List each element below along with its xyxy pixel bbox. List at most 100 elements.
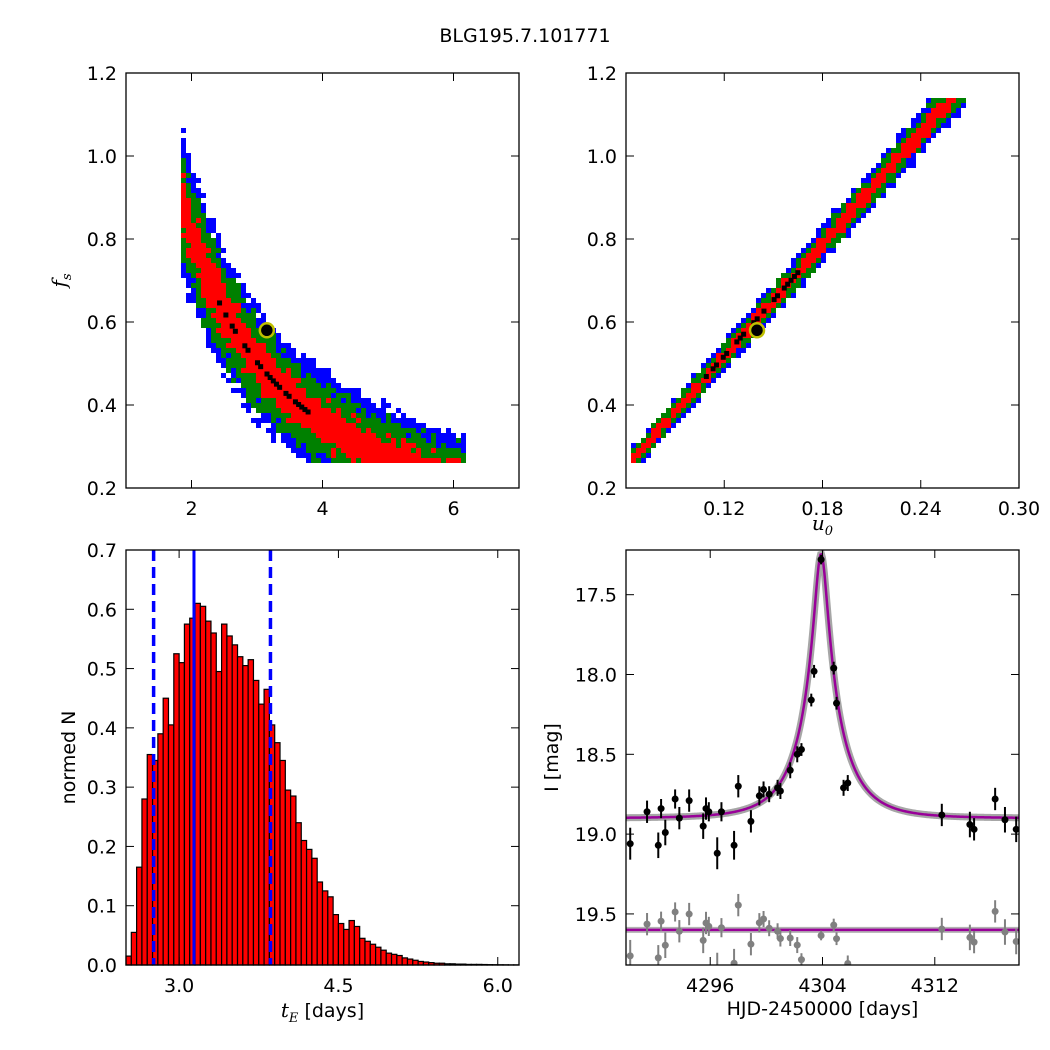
- contour-cell: [636, 448, 641, 453]
- contour-cell: [386, 438, 391, 443]
- contour-cell: [231, 348, 236, 353]
- contour-cell: [206, 323, 211, 328]
- contour-cell: [186, 153, 191, 158]
- contour-cell: [416, 443, 421, 448]
- data-point: [1012, 825, 1019, 833]
- contour-cell: [781, 303, 786, 308]
- contour-cell: [291, 443, 296, 448]
- contour-cell: [281, 343, 286, 348]
- contour-cell: [181, 128, 186, 133]
- contour-cell: [191, 243, 196, 248]
- contour-cell: [866, 173, 871, 178]
- contour-cell: [386, 413, 391, 418]
- contour-cell: [946, 108, 951, 113]
- contour-cell: [421, 423, 426, 428]
- contour-cell: [286, 368, 291, 373]
- contour-cell: [271, 363, 276, 368]
- contour-cell: [866, 193, 871, 198]
- contour-cell: [896, 153, 901, 158]
- histogram-bar: [284, 789, 292, 966]
- contour-cell: [271, 333, 276, 338]
- contour-cell: [636, 453, 641, 458]
- contour-cell: [361, 418, 366, 423]
- contour-cell: [696, 383, 701, 388]
- contour-cell: [196, 303, 201, 308]
- contour-cell: [461, 458, 466, 463]
- contour-cell: [186, 258, 191, 263]
- contour-cell: [231, 313, 236, 318]
- contour-cell: [316, 453, 321, 458]
- histogram-bar: [231, 644, 239, 966]
- contour-cell: [346, 423, 351, 428]
- contour-cell: [236, 288, 241, 293]
- contour-cell: [801, 258, 806, 263]
- contour-cell: [321, 398, 326, 403]
- contour-cell: [251, 348, 256, 353]
- contour-cell: [231, 273, 236, 278]
- contour-cell: [451, 453, 456, 458]
- ridge-cell: [302, 407, 308, 413]
- contour-cell: [396, 418, 401, 423]
- contour-cell: [681, 413, 686, 418]
- contour-cell: [206, 263, 211, 268]
- ridge-cell: [754, 316, 760, 322]
- contour-cell: [421, 438, 426, 443]
- contour-cell: [871, 168, 876, 173]
- contour-cell: [181, 138, 186, 143]
- contour-cell: [371, 448, 376, 453]
- histogram-bar: [167, 724, 175, 966]
- contour-cell: [356, 448, 361, 453]
- contour-cell: [181, 148, 186, 153]
- contour-cell: [796, 278, 801, 283]
- contour-cell: [351, 423, 356, 428]
- contour-cell: [336, 448, 341, 453]
- contour-cell: [186, 223, 191, 228]
- residual-point: [991, 907, 999, 915]
- contour-cell: [871, 183, 876, 188]
- contour-cell: [831, 218, 836, 223]
- residual-point: [654, 954, 662, 962]
- contour-cell: [691, 403, 696, 408]
- contour-cell: [181, 153, 186, 158]
- y-tick-label: 0.6: [87, 599, 117, 621]
- contour-cell: [236, 318, 241, 323]
- residual-point: [705, 922, 713, 930]
- contour-cell: [766, 318, 771, 323]
- contour-cell: [321, 443, 326, 448]
- contour-cell: [356, 443, 361, 448]
- contour-cell: [426, 428, 431, 433]
- contour-cell: [911, 163, 916, 168]
- contour-cell: [271, 413, 276, 418]
- contour-cell: [241, 403, 246, 408]
- contour-cell: [226, 338, 231, 343]
- histogram-bar: [385, 952, 393, 966]
- contour-cell: [206, 273, 211, 278]
- contour-cell: [331, 453, 336, 458]
- contour-cell: [301, 453, 306, 458]
- data-point: [699, 822, 707, 830]
- contour-cell: [436, 428, 441, 433]
- histogram-bar: [401, 957, 409, 966]
- data-point: [654, 841, 662, 849]
- contour-cell: [206, 258, 211, 263]
- contour-cell: [191, 278, 196, 283]
- contour-cell: [306, 368, 311, 373]
- data-point: [734, 782, 742, 790]
- contour-cell: [291, 408, 296, 413]
- contour-cell: [186, 278, 191, 283]
- contour-cell: [731, 338, 736, 343]
- contour-cell: [831, 223, 836, 228]
- contour-cell: [911, 148, 916, 153]
- histogram-bar: [242, 665, 249, 966]
- contour-cell: [391, 413, 396, 418]
- contour-cell: [351, 448, 356, 453]
- contour-cell: [371, 453, 376, 458]
- contour-cell: [366, 433, 371, 438]
- contour-cell: [216, 293, 221, 298]
- contour-cell: [646, 433, 651, 438]
- contour-cell: [711, 378, 716, 383]
- contour-cell: [886, 178, 891, 183]
- contour-cell: [321, 373, 326, 378]
- contour-cell: [246, 303, 251, 308]
- contour-cell: [796, 273, 801, 278]
